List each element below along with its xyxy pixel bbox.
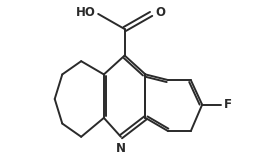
Text: F: F [224,98,232,111]
Text: HO: HO [76,6,95,18]
Text: O: O [155,6,165,18]
Text: N: N [116,143,126,155]
